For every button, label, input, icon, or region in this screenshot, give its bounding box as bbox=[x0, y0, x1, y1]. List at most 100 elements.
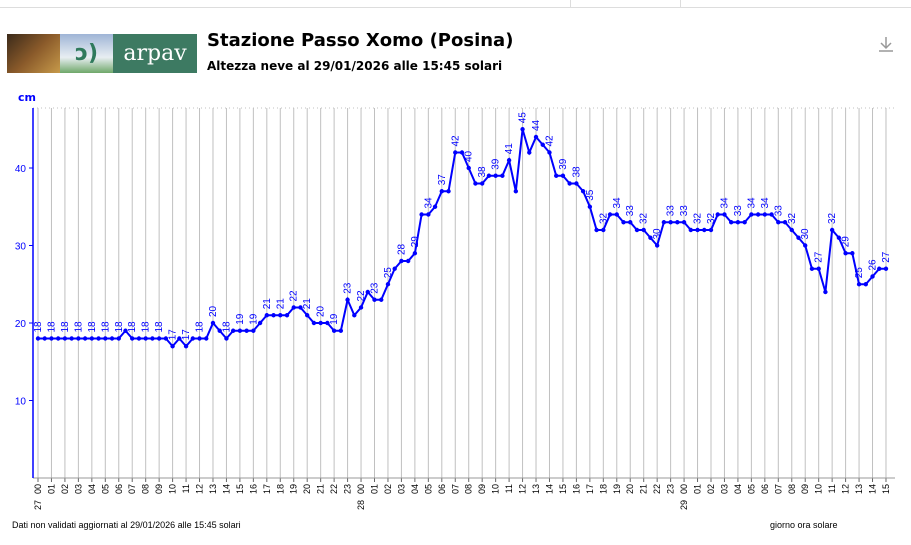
data-point bbox=[257, 320, 263, 326]
data-point bbox=[325, 320, 330, 326]
data-point bbox=[345, 297, 350, 302]
data-label: 35 bbox=[585, 189, 596, 201]
data-point bbox=[654, 243, 660, 248]
x-tick-label: 22 bbox=[329, 484, 339, 494]
data-point bbox=[379, 297, 384, 302]
data-point bbox=[358, 305, 364, 310]
data-point bbox=[439, 189, 444, 194]
data-point bbox=[856, 282, 862, 287]
data-point bbox=[513, 189, 519, 194]
data-label: 42 bbox=[450, 135, 461, 147]
data-point bbox=[809, 266, 815, 271]
data-label: 18 bbox=[33, 321, 44, 333]
data-label: 33 bbox=[679, 205, 690, 217]
download-icon[interactable] bbox=[876, 34, 896, 54]
x-tick-label: 00 bbox=[679, 484, 689, 494]
data-point bbox=[385, 282, 391, 287]
x-day-label: 28 bbox=[356, 500, 366, 510]
data-point bbox=[648, 235, 653, 240]
data-point bbox=[540, 142, 545, 147]
data-label: 38 bbox=[477, 166, 488, 178]
data-point bbox=[123, 328, 128, 333]
data-point bbox=[278, 313, 283, 318]
x-tick-label: 19 bbox=[289, 484, 299, 494]
data-label: 18 bbox=[127, 321, 138, 333]
data-point bbox=[500, 173, 505, 178]
data-point bbox=[560, 173, 566, 178]
data-point bbox=[426, 212, 431, 217]
data-point bbox=[755, 212, 761, 217]
data-point bbox=[352, 313, 357, 318]
data-point bbox=[163, 336, 169, 341]
data-label: 41 bbox=[504, 143, 515, 155]
x-day-label: 29 bbox=[679, 500, 689, 510]
arpav-logo: ↄ) arpav bbox=[7, 34, 197, 73]
data-label: 34 bbox=[719, 197, 730, 209]
x-tick-label: 12 bbox=[195, 484, 205, 494]
x-tick-label: 11 bbox=[181, 484, 191, 493]
x-tick-label: 11 bbox=[827, 484, 837, 493]
data-point bbox=[170, 344, 175, 349]
data-point bbox=[459, 150, 465, 155]
data-point bbox=[318, 320, 323, 326]
data-label: 29 bbox=[841, 236, 852, 248]
data-point bbox=[405, 258, 411, 264]
data-label: 18 bbox=[73, 321, 84, 333]
data-point bbox=[554, 173, 559, 178]
data-point bbox=[35, 336, 41, 341]
x-tick-label: 08 bbox=[141, 484, 151, 494]
x-tick-label: 17 bbox=[262, 484, 272, 494]
data-point bbox=[762, 212, 768, 217]
x-tick-label: 06 bbox=[114, 484, 124, 494]
data-point bbox=[776, 220, 781, 225]
data-point bbox=[796, 235, 801, 240]
y-tick-label: 10 bbox=[15, 397, 27, 408]
x-tick-label: 23 bbox=[343, 484, 353, 494]
data-label: 25 bbox=[854, 267, 865, 279]
x-tick-label: 19 bbox=[612, 484, 622, 494]
data-point bbox=[782, 220, 788, 225]
data-point bbox=[621, 220, 626, 225]
top-divider bbox=[0, 7, 911, 8]
data-point bbox=[628, 220, 633, 225]
data-point bbox=[230, 328, 236, 333]
data-point bbox=[432, 204, 438, 209]
data-point bbox=[116, 336, 121, 341]
data-point bbox=[291, 305, 296, 310]
data-point bbox=[190, 336, 195, 341]
x-tick-label: 01 bbox=[370, 484, 380, 494]
x-tick-label: 10 bbox=[814, 484, 824, 494]
data-label: 39 bbox=[491, 158, 502, 170]
data-point bbox=[688, 227, 694, 233]
data-point bbox=[695, 227, 700, 233]
x-tick-label: 01 bbox=[46, 484, 56, 494]
data-label: 18 bbox=[100, 321, 111, 333]
data-point bbox=[473, 181, 478, 186]
data-label: 19 bbox=[329, 313, 340, 325]
data-point bbox=[42, 336, 47, 341]
data-point bbox=[305, 313, 310, 318]
data-label: 17 bbox=[181, 329, 192, 341]
data-point bbox=[237, 328, 243, 333]
data-label: 18 bbox=[154, 321, 165, 333]
data-point bbox=[419, 212, 424, 217]
data-label: 33 bbox=[625, 205, 636, 217]
x-tick-label: 04 bbox=[87, 484, 97, 494]
data-label: 32 bbox=[639, 212, 650, 224]
data-point bbox=[594, 227, 599, 233]
data-point bbox=[641, 227, 646, 233]
data-label: 45 bbox=[518, 112, 529, 124]
data-point bbox=[533, 134, 539, 140]
x-tick-label: 16 bbox=[571, 484, 581, 494]
x-tick-label: 22 bbox=[652, 484, 662, 494]
data-label: 33 bbox=[666, 205, 677, 217]
data-point bbox=[486, 173, 492, 178]
data-label: 29 bbox=[410, 236, 421, 248]
data-label: 32 bbox=[827, 212, 838, 224]
x-tick-label: 09 bbox=[800, 484, 810, 494]
x-tick-label: 03 bbox=[73, 484, 83, 494]
x-tick-label: 06 bbox=[437, 484, 447, 494]
x-tick-label: 08 bbox=[464, 484, 474, 494]
data-label: 20 bbox=[316, 305, 327, 317]
